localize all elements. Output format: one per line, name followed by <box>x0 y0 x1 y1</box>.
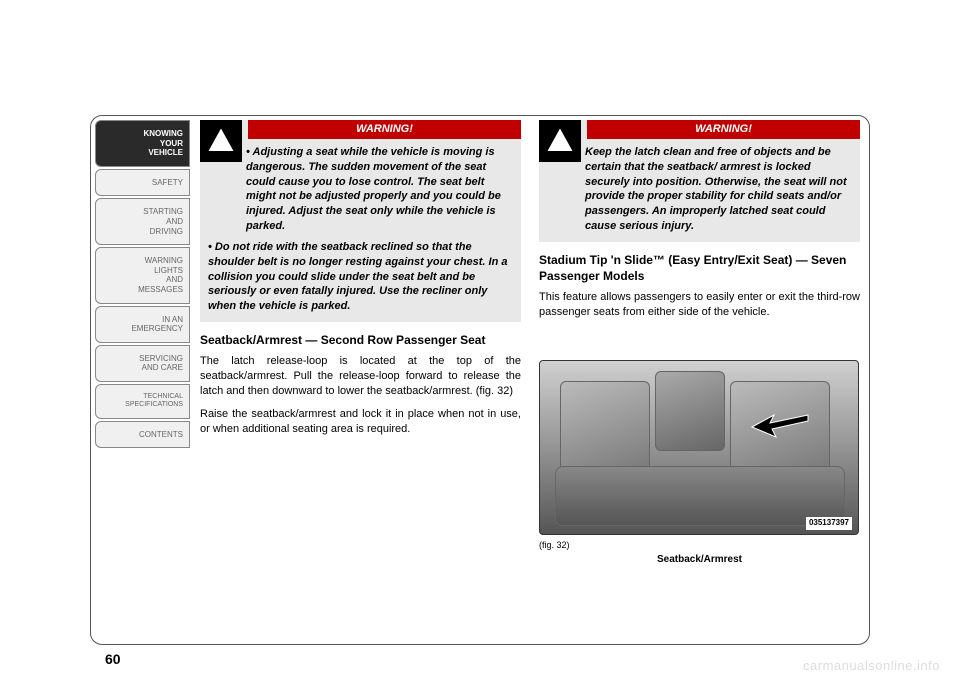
right-column: WARNING! Keep the latch clean and free o… <box>539 120 860 567</box>
seat-illustration <box>555 466 845 526</box>
figure-seatback-armrest: 035137397 <box>539 360 859 535</box>
seat-illustration <box>655 371 725 451</box>
watermark: carmanualsonline.info <box>803 658 940 673</box>
figure-caption: Seatback/Armrest <box>539 553 860 567</box>
pointer-arrow-icon <box>750 411 810 441</box>
tab-safety[interactable]: SAFETY <box>95 169 190 197</box>
seat-illustration <box>560 381 650 476</box>
warning-text-1: • Adjusting a seat while the vehicle is … <box>246 145 513 234</box>
body-paragraph-2: Raise the seatback/armrest and lock it i… <box>200 407 521 437</box>
body-paragraph-right: This feature allows passengers to easily… <box>539 290 860 320</box>
main-content: WARNING! • Adjusting a seat while the ve… <box>200 120 860 567</box>
page-number: 60 <box>105 651 121 667</box>
warning-box-left: WARNING! • Adjusting a seat while the ve… <box>200 120 521 322</box>
tab-starting-driving[interactable]: STARTINGANDDRIVING <box>95 198 190 245</box>
tab-emergency[interactable]: IN ANEMERGENCY <box>95 306 190 343</box>
sidebar-nav: KNOWINGYOURVEHICLE SAFETY STARTINGANDDRI… <box>95 120 190 450</box>
tab-servicing[interactable]: SERVICINGAND CARE <box>95 345 190 382</box>
figure-reference: (fig. 32) <box>539 539 860 551</box>
warning-header: WARNING! <box>587 120 860 139</box>
warning-text-right: Keep the latch clean and free of objects… <box>585 145 852 234</box>
tab-technical[interactable]: TECHNICALSPECIFICATIONS <box>95 384 190 419</box>
figure-image-id: 035137397 <box>806 517 852 530</box>
warning-triangle-icon <box>200 120 242 162</box>
warning-triangle-icon <box>539 120 581 162</box>
tab-warning-lights[interactable]: WARNINGLIGHTSANDMESSAGES <box>95 247 190 303</box>
left-column: WARNING! • Adjusting a seat while the ve… <box>200 120 521 567</box>
section-heading-stadium: Stadium Tip 'n Slide™ (Easy Entry/Exit S… <box>539 252 860 284</box>
warning-header: WARNING! <box>248 120 521 139</box>
warning-text-2: • Do not ride with the seatback reclined… <box>208 240 513 314</box>
tab-contents[interactable]: CONTENTS <box>95 421 190 449</box>
body-paragraph-1: The latch release-loop is located at the… <box>200 354 521 399</box>
warning-box-right: WARNING! Keep the latch clean and free o… <box>539 120 860 242</box>
section-heading-seatback: Seatback/Armrest — Second Row Passenger … <box>200 332 521 348</box>
tab-knowing-vehicle[interactable]: KNOWINGYOURVEHICLE <box>95 120 190 167</box>
